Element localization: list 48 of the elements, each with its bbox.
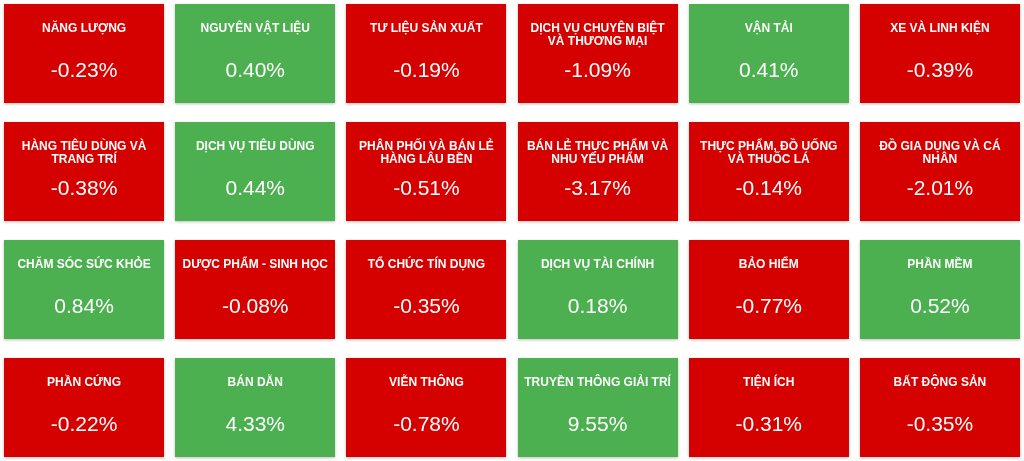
data-label: 0.84% bbox=[54, 293, 114, 317]
category-label: BẢO HIỂM bbox=[738, 256, 799, 272]
category-label: HÀNG TIÊU DÙNG VÀ TRANG TRÍ bbox=[21, 138, 147, 167]
data-label: 0.44% bbox=[225, 175, 286, 199]
category-label: VIỄN THÔNG bbox=[389, 374, 464, 390]
category-label: TƯ LIỆU SẢN XUẤT bbox=[370, 20, 484, 36]
data-label: -0.23% bbox=[50, 57, 118, 81]
category-label: DỊCH VỤ TIÊU DÙNG bbox=[195, 138, 315, 154]
data-label: -0.35% bbox=[393, 293, 460, 317]
data-label: -3.17% bbox=[564, 175, 631, 199]
category-label: PHẦN MỀM bbox=[907, 256, 973, 272]
category-label: PHẦN CỨNG bbox=[47, 374, 122, 390]
data-label: -0.14% bbox=[735, 175, 803, 199]
data-label: -0.31% bbox=[735, 411, 803, 435]
category-label: BÁN LẺ THỰC PHẨM VÀ NHU YẾU PHẨM bbox=[526, 138, 669, 167]
category-label: BÁN DẪN bbox=[227, 374, 283, 390]
category-label: TRUYỀN THÔNG GIẢI TRÍ bbox=[524, 374, 672, 390]
data-label: 4.33% bbox=[225, 411, 286, 435]
data-label: -0.08% bbox=[221, 293, 289, 317]
category-label: NGUYÊN VẬT LIỆU bbox=[200, 20, 310, 36]
category-label: TỔ CHỨC TÍN DỤNG bbox=[367, 256, 486, 272]
category-label: NĂNG LƯỢNG bbox=[41, 20, 127, 36]
category-label: TIỆN ÍCH bbox=[743, 374, 795, 390]
data-label: 9.55% bbox=[567, 411, 628, 435]
data-label: 0.41% bbox=[738, 57, 799, 81]
category-label: DỊCH VỤ CHUYÊN BIỆT VÀ THƯƠNG MẠI bbox=[530, 20, 666, 49]
category-label: DỊCH VỤ TÀI CHÍNH bbox=[540, 256, 655, 272]
data-label: -0.19% bbox=[393, 57, 460, 81]
category-label: CHĂM SÓC SỨC KHỎE bbox=[17, 256, 151, 272]
data-label: 0.18% bbox=[567, 293, 628, 317]
data-label: -0.35% bbox=[906, 411, 974, 435]
category-label: BẤT ĐỘNG SẢN bbox=[893, 374, 987, 390]
category-label: ĐỒ GIA DỤNG VÀ CÁ NHÂN bbox=[879, 138, 1002, 167]
data-label: 0.52% bbox=[910, 293, 970, 317]
data-label: -0.78% bbox=[393, 411, 460, 435]
data-label: -0.38% bbox=[50, 175, 118, 199]
category-label: PHÂN PHỐI VÀ BÁN LẺ HÀNG LÂU BỀN bbox=[359, 138, 494, 167]
data-label: -0.51% bbox=[393, 175, 460, 199]
category-label: VẬN TẢI bbox=[744, 20, 793, 36]
category-label: THỰC PHẨM, ĐỒ UỐNG VÀ THUỐC LÁ bbox=[700, 138, 838, 167]
data-label: -0.77% bbox=[735, 293, 803, 317]
category-label: XE VÀ LINH KIỆN bbox=[890, 20, 990, 36]
data-label: 0.40% bbox=[225, 57, 286, 81]
category-label: DƯỢC PHẨM - SINH HỌC bbox=[182, 256, 329, 272]
data-label: -0.22% bbox=[50, 411, 118, 435]
data-label: -0.39% bbox=[906, 57, 974, 81]
data-label: -2.01% bbox=[906, 175, 974, 199]
data-label: -1.09% bbox=[564, 57, 631, 81]
